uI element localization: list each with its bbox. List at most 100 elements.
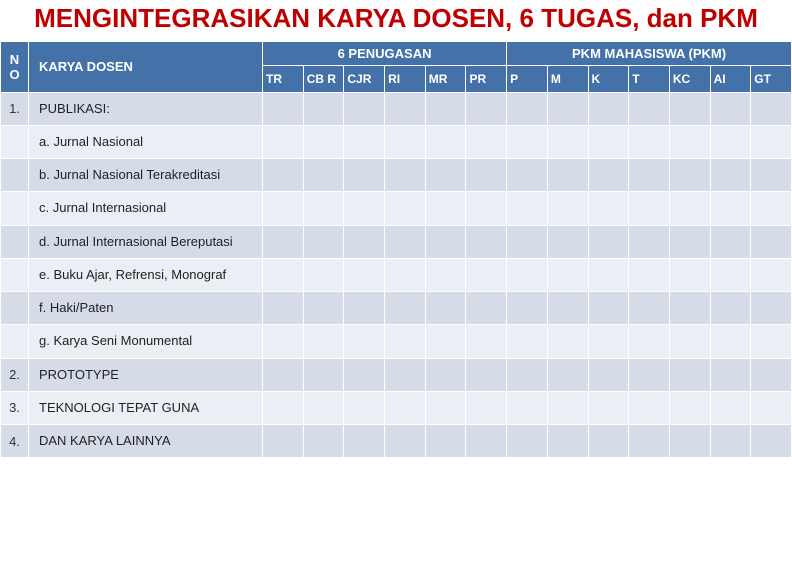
cell-data <box>710 391 751 424</box>
cell-data <box>263 192 304 225</box>
cell-data <box>344 192 385 225</box>
cell-data <box>263 425 304 458</box>
cell-data <box>507 125 548 158</box>
cell-data <box>710 92 751 125</box>
cell-data <box>385 325 426 358</box>
cell-data <box>588 92 629 125</box>
cell-no <box>1 192 29 225</box>
cell-data <box>751 358 792 391</box>
cell-data <box>588 425 629 458</box>
cell-data <box>669 292 710 325</box>
cell-data <box>507 258 548 291</box>
cell-data <box>710 125 751 158</box>
cell-karya: PUBLIKASI: <box>29 92 263 125</box>
cell-data <box>344 425 385 458</box>
subheader-ri: RI <box>385 65 426 92</box>
cell-karya: g. Karya Seni Monumental <box>29 325 263 358</box>
cell-data <box>344 159 385 192</box>
cell-data <box>629 292 670 325</box>
cell-data <box>263 391 304 424</box>
cell-data <box>588 258 629 291</box>
cell-data <box>425 358 466 391</box>
subheader-k: K <box>588 65 629 92</box>
cell-data <box>263 125 304 158</box>
page-title: MENGINTEGRASIKAN KARYA DOSEN, 6 TUGAS, d… <box>0 0 792 41</box>
cell-data <box>507 425 548 458</box>
cell-data <box>303 92 344 125</box>
cell-data <box>547 258 588 291</box>
table-row: g. Karya Seni Monumental <box>1 325 792 358</box>
cell-data <box>751 125 792 158</box>
subheader-kc: KC <box>669 65 710 92</box>
table-row: d. Jurnal Internasional Bereputasi <box>1 225 792 258</box>
subheader-pr: PR <box>466 65 507 92</box>
table-body: 1.PUBLIKASI:a. Jurnal Nasionalb. Jurnal … <box>1 92 792 458</box>
cell-data <box>547 425 588 458</box>
cell-data <box>588 391 629 424</box>
cell-data <box>425 292 466 325</box>
cell-data <box>751 391 792 424</box>
cell-data <box>425 225 466 258</box>
cell-karya: b. Jurnal Nasional Terakreditasi <box>29 159 263 192</box>
cell-data <box>588 125 629 158</box>
cell-data <box>547 292 588 325</box>
cell-karya: d. Jurnal Internasional Bereputasi <box>29 225 263 258</box>
table-row: c. Jurnal Internasional <box>1 192 792 225</box>
cell-data <box>466 292 507 325</box>
subheader-p: P <box>507 65 548 92</box>
table-row: e. Buku Ajar, Refrensi, Monograf <box>1 258 792 291</box>
cell-data <box>669 358 710 391</box>
cell-data <box>303 258 344 291</box>
cell-data <box>710 358 751 391</box>
cell-data <box>303 192 344 225</box>
cell-data <box>425 391 466 424</box>
cell-data <box>466 325 507 358</box>
cell-no <box>1 159 29 192</box>
cell-data <box>466 258 507 291</box>
cell-data <box>669 258 710 291</box>
subheader-cbr: CB R <box>303 65 344 92</box>
cell-data <box>507 292 548 325</box>
cell-data <box>385 391 426 424</box>
table-row: f. Haki/Paten <box>1 292 792 325</box>
cell-data <box>669 225 710 258</box>
cell-data <box>385 358 426 391</box>
cell-data <box>303 425 344 458</box>
cell-data <box>710 258 751 291</box>
cell-data <box>588 159 629 192</box>
cell-data <box>547 391 588 424</box>
header-group-pkm: PKM MAHASISWA (PKM) <box>507 41 792 65</box>
table-row: b. Jurnal Nasional Terakreditasi <box>1 159 792 192</box>
subheader-gt: GT <box>751 65 792 92</box>
cell-data <box>669 325 710 358</box>
cell-data <box>466 92 507 125</box>
cell-data <box>507 92 548 125</box>
cell-no <box>1 325 29 358</box>
cell-data <box>303 358 344 391</box>
cell-data <box>629 425 670 458</box>
cell-data <box>547 159 588 192</box>
cell-data <box>629 225 670 258</box>
cell-data <box>710 159 751 192</box>
cell-data <box>710 425 751 458</box>
cell-data <box>547 125 588 158</box>
cell-no <box>1 258 29 291</box>
header-karya: KARYA DOSEN <box>29 41 263 92</box>
cell-karya: TEKNOLOGI TEPAT GUNA <box>29 391 263 424</box>
cell-data <box>507 225 548 258</box>
cell-data <box>385 92 426 125</box>
cell-data <box>629 159 670 192</box>
cell-data <box>751 192 792 225</box>
cell-data <box>588 325 629 358</box>
cell-data <box>710 292 751 325</box>
cell-data <box>263 358 304 391</box>
cell-data <box>385 292 426 325</box>
cell-data <box>547 92 588 125</box>
table-row: 3.TEKNOLOGI TEPAT GUNA <box>1 391 792 424</box>
cell-data <box>669 125 710 158</box>
cell-data <box>263 258 304 291</box>
cell-karya: e. Buku Ajar, Refrensi, Monograf <box>29 258 263 291</box>
cell-data <box>385 159 426 192</box>
cell-data <box>629 125 670 158</box>
cell-karya: PROTOTYPE <box>29 358 263 391</box>
